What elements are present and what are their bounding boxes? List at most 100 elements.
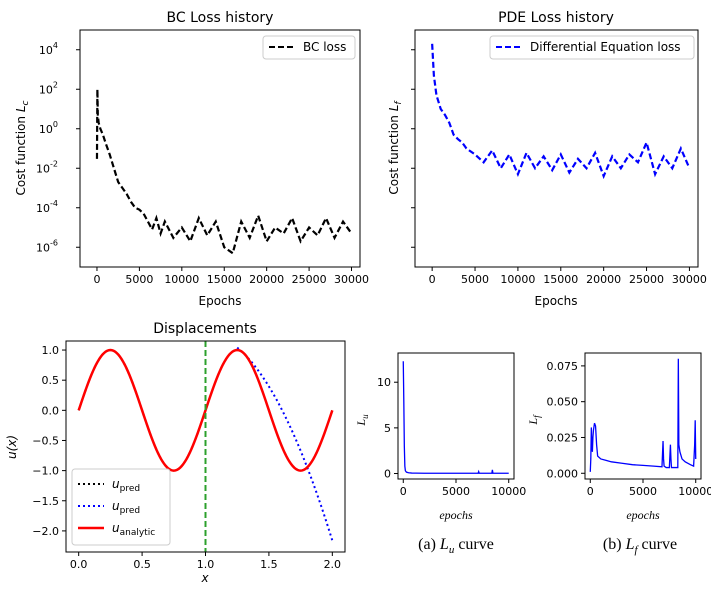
pde-xtick-label: 30000 (672, 273, 707, 286)
lu-caption-suffix: curve (458, 536, 494, 553)
lf-caption-prefix: (b) (603, 536, 622, 553)
legend-pred-blue-var: u (112, 499, 120, 513)
pde-xtick-label: 5000 (461, 273, 489, 286)
disp-ytick-label: 0.0 (42, 404, 60, 417)
pde-xtick-label: 10000 (500, 273, 535, 286)
bc-legend-label: BC loss (303, 40, 346, 54)
bc-ytick-label: 10-6 (36, 238, 58, 254)
lu-axes-frame (397, 352, 515, 480)
lf-y-axis-label: Lf (526, 414, 542, 426)
legend-analytic-var: u (112, 521, 120, 535)
lf-ytick-label: 0.075 (547, 360, 579, 373)
disp-y-ticks: −2.0 −1.5 −1.0 −0.5 0.0 0.5 1.0 (32, 344, 66, 538)
pde-legend: Differential Equation loss (489, 35, 695, 60)
lu-x-axis-label: epochs (439, 508, 473, 522)
lf-xtick-label: 5000 (629, 485, 657, 498)
lf-chart: 0 5000 10000 0.000 0.025 0.050 0.075 epochs L… (526, 352, 711, 556)
disp-xtick-label: 1.5 (260, 558, 278, 571)
lf-caption-sub: f (634, 544, 639, 556)
lf-y-ticks: 0.000 0.025 0.050 0.075 (547, 360, 585, 480)
disp-plot-area (77, 341, 334, 552)
lu-caption: (a) Lu curve (418, 536, 494, 556)
bc-xtick-label: 20000 (249, 273, 284, 286)
bc-series-line (95, 89, 353, 256)
disp-x-axis-label: x (200, 571, 209, 585)
pde-x-ticks: 0 5000 10000 15000 20000 25000 30000 (429, 267, 707, 286)
pde-xtick-label: 15000 (543, 273, 578, 286)
lf-caption: (b) Lf curve (603, 536, 677, 556)
bc-ytick-label: 100 (39, 120, 58, 136)
pde-y-axis-label: Cost function Lf (387, 100, 404, 195)
disp-ytick-label: −2.0 (32, 525, 59, 538)
pde-legend-label: Differential Equation loss (530, 40, 681, 54)
pde-xtick-label: 20000 (586, 273, 621, 286)
bc-ytick-label: 10-4 (36, 199, 58, 215)
lu-caption-prefix: (a) (418, 536, 436, 553)
lf-xtick-label: 10000 (678, 485, 711, 498)
lu-xtick-label: 0 (400, 485, 407, 498)
pde-axes-frame (414, 29, 699, 268)
lf-xtick-label: 0 (587, 485, 594, 498)
lu-chart: 0 5000 10000 0 5 10 epochs Lu (a) Lu curve (354, 352, 526, 556)
pde-loss-chart: PDE Loss history 0 5000 10000 15000 20000 250… (387, 10, 707, 308)
lu-series-line (402, 361, 509, 474)
lf-x-ticks: 0 5000 10000 (587, 479, 711, 498)
bc-chart-title: BC Loss history (167, 10, 274, 26)
bc-xtick-label: 10000 (164, 273, 199, 286)
disp-x-ticks: 0.0 0.5 1.0 1.5 2.0 (70, 552, 341, 571)
disp-ytick-label: −0.5 (32, 434, 59, 447)
lu-plot-area (402, 361, 509, 474)
bc-loss-chart: BC Loss history 0 5000 10000 15000 20000 2500… (14, 10, 369, 308)
bc-xtick-label: 25000 (292, 273, 327, 286)
bc-x-ticks: 0 5000 10000 15000 20000 25000 30000 (93, 267, 369, 286)
disp-ytick-label: −1.0 (32, 465, 59, 478)
lu-x-ticks: 0 5000 10000 (400, 479, 526, 498)
legend-pred-blue-sub: pred (120, 506, 140, 516)
disp-legend: upred upred uanalytic (71, 468, 171, 546)
bc-ytick-label: 102 (39, 80, 58, 96)
pde-series-line (431, 43, 691, 180)
disp-xtick-label: 0.0 (70, 558, 88, 571)
bc-ytick-label: 104 (39, 41, 58, 57)
bc-ytick-label: 10-2 (36, 159, 58, 175)
bc-x-axis-label: Epochs (199, 294, 242, 308)
lu-y-ticks: 0 5 10 (377, 376, 398, 481)
disp-xtick-label: 2.0 (324, 558, 342, 571)
pde-x-axis-label: Epochs (535, 294, 578, 308)
bc-plot-area (95, 89, 353, 256)
pde-plot-area (431, 43, 691, 180)
pde-xtick-label: 25000 (629, 273, 664, 286)
lu-xtick-label: 10000 (491, 485, 526, 498)
lu-y-axis-label: Lu (354, 414, 370, 427)
disp-xtick-label: 0.5 (133, 558, 151, 571)
lu-xtick-label: 5000 (442, 485, 470, 498)
disp-xtick-label: 1.0 (197, 558, 215, 571)
bc-y-axis-label: Cost function Lc (14, 100, 31, 195)
bc-xtick-label: 0 (93, 273, 100, 286)
bc-xtick-label: 15000 (207, 273, 242, 286)
legend-entry-pred-black: upred (78, 477, 140, 494)
bc-axes-frame (79, 29, 361, 268)
lu-ytick-label: 5 (384, 422, 391, 435)
svg-text:upred: upred (112, 499, 140, 516)
svg-text:upred: upred (112, 477, 140, 494)
pde-y-ticks (411, 49, 415, 248)
lf-ytick-label: 0.000 (547, 467, 579, 480)
lf-series-line (589, 358, 697, 472)
svg-text:uanalytic: uanalytic (112, 521, 155, 538)
disp-analytic-series-line (77, 348, 334, 472)
disp-chart-title: Displacements (153, 321, 257, 337)
lf-ytick-label: 0.025 (547, 431, 579, 444)
legend-pred-black-var: u (112, 477, 120, 491)
disp-pred-blue-series-line (236, 346, 334, 541)
disp-ytick-label: 0.5 (42, 374, 60, 387)
lf-ytick-label: 0.050 (547, 396, 579, 409)
lu-ytick-label: 0 (384, 468, 391, 481)
lu-caption-var: L (439, 536, 449, 553)
displacement-chart: Displacements 0.0 0.5 1.0 1.5 2.0 −2.0 −1.5 −1… (5, 321, 346, 585)
bc-xtick-label: 5000 (125, 273, 153, 286)
lu-caption-sub: u (449, 544, 455, 556)
bc-y-ticks: 10-6 10-4 10-2 100 102 104 (36, 41, 80, 254)
bc-xtick-label: 30000 (334, 273, 369, 286)
